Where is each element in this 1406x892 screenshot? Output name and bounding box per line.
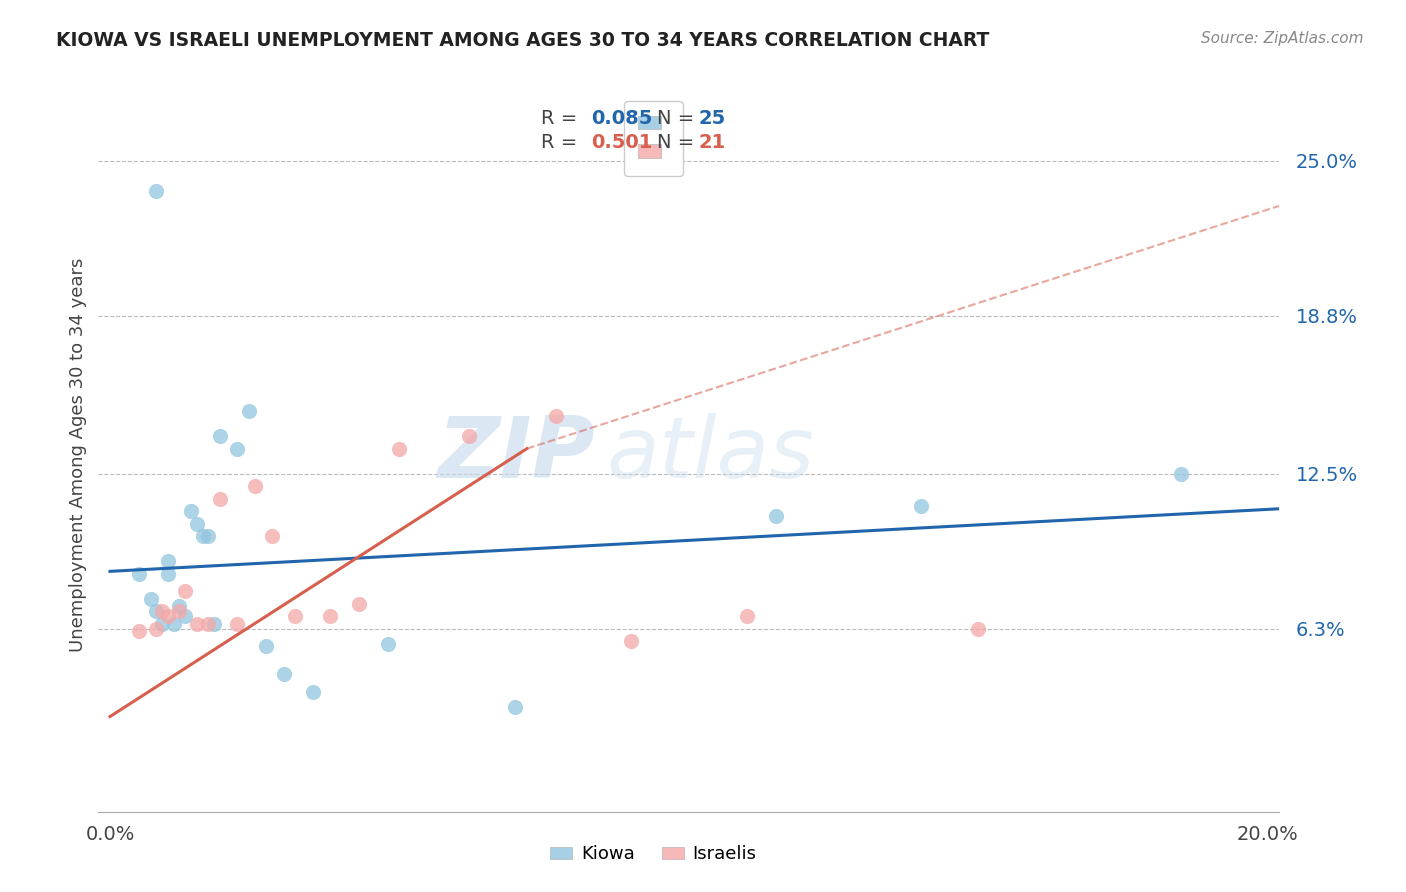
Point <box>150 604 173 618</box>
Point <box>262 529 284 543</box>
Point <box>128 624 150 639</box>
Text: N =: N = <box>657 133 700 152</box>
Point <box>174 609 197 624</box>
Point <box>191 529 214 543</box>
Point <box>197 529 219 543</box>
Point <box>226 616 249 631</box>
Point <box>156 609 179 624</box>
Point <box>273 667 295 681</box>
Point <box>226 442 249 456</box>
Point <box>238 404 260 418</box>
Text: ZIP: ZIP <box>437 413 595 497</box>
Point <box>186 516 208 531</box>
Point <box>503 699 526 714</box>
Point <box>145 184 167 198</box>
Point <box>145 622 167 636</box>
Point <box>1170 467 1192 481</box>
Text: R =: R = <box>541 133 583 152</box>
Point <box>620 634 643 648</box>
Point <box>197 616 219 631</box>
Point <box>150 616 173 631</box>
Point <box>319 609 342 624</box>
Point <box>284 609 307 624</box>
Point <box>169 604 191 618</box>
Point <box>139 591 162 606</box>
Text: 21: 21 <box>699 133 725 152</box>
Y-axis label: Unemployment Among Ages 30 to 34 years: Unemployment Among Ages 30 to 34 years <box>69 258 87 652</box>
Text: 25: 25 <box>699 109 725 128</box>
Text: 0.501: 0.501 <box>591 133 652 152</box>
Point <box>301 684 323 698</box>
Point <box>156 554 179 568</box>
Text: 0.085: 0.085 <box>591 109 652 128</box>
Point <box>458 429 481 443</box>
Point <box>186 616 208 631</box>
Point <box>544 409 567 423</box>
Legend: Kiowa, Israelis: Kiowa, Israelis <box>543 838 763 871</box>
Point <box>163 616 186 631</box>
Point <box>910 500 932 514</box>
Point <box>180 504 202 518</box>
Point <box>128 566 150 581</box>
Point <box>169 599 191 614</box>
Text: KIOWA VS ISRAELI UNEMPLOYMENT AMONG AGES 30 TO 34 YEARS CORRELATION CHART: KIOWA VS ISRAELI UNEMPLOYMENT AMONG AGES… <box>56 31 990 50</box>
Point <box>377 637 399 651</box>
Point <box>765 509 787 524</box>
Text: N =: N = <box>657 109 700 128</box>
Point <box>347 597 370 611</box>
Text: Source: ZipAtlas.com: Source: ZipAtlas.com <box>1201 31 1364 46</box>
Point <box>208 429 231 443</box>
Point <box>967 622 990 636</box>
Point <box>202 616 225 631</box>
Point <box>174 584 197 599</box>
Point <box>208 491 231 506</box>
Point <box>735 609 758 624</box>
Point <box>388 442 411 456</box>
Text: R =: R = <box>541 109 583 128</box>
Point <box>145 604 167 618</box>
Point <box>156 566 179 581</box>
Point <box>243 479 266 493</box>
Text: atlas: atlas <box>606 413 814 497</box>
Point <box>254 640 277 654</box>
